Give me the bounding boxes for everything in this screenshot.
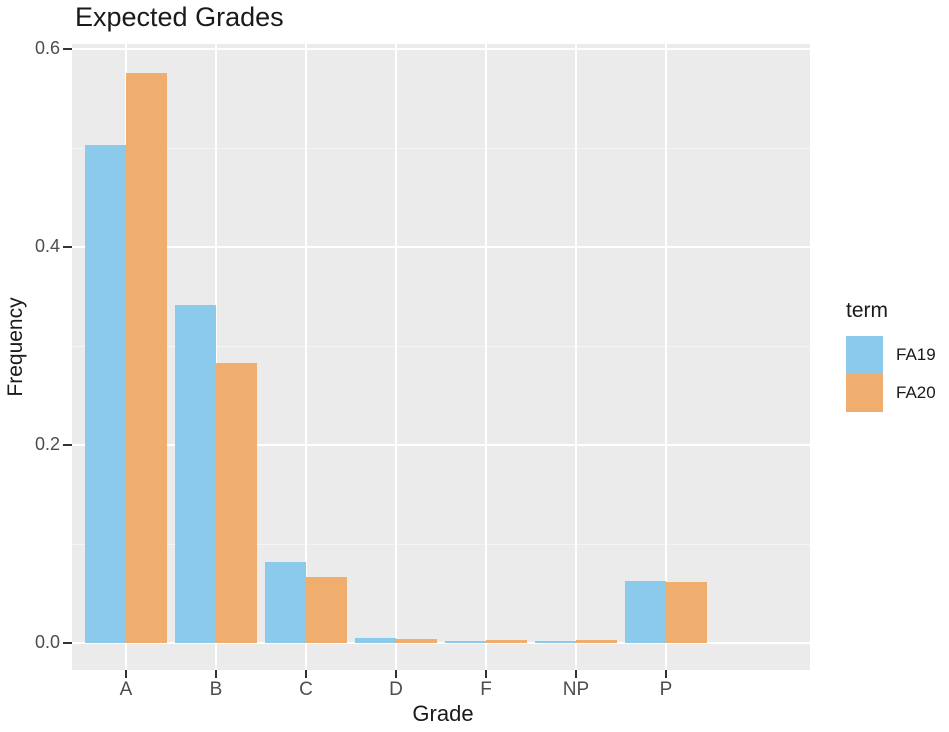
bar-FA20-C xyxy=(306,577,347,643)
gridline-major-vertical xyxy=(665,44,667,670)
x-tick-label: C xyxy=(299,679,313,700)
gridline-major-vertical xyxy=(485,44,487,670)
bar-FA20-A xyxy=(126,73,167,643)
y-tick-mark xyxy=(63,642,72,644)
x-axis-title: Grade xyxy=(412,701,474,726)
bar-FA20-D xyxy=(396,639,437,643)
bar-FA20-B xyxy=(216,363,257,643)
legend: term FA19 FA20 xyxy=(846,299,936,412)
legend-items: FA19 FA20 xyxy=(846,336,936,412)
x-tick-mark xyxy=(215,670,217,678)
plot-panel xyxy=(72,44,810,670)
x-tick-label: B xyxy=(209,679,223,700)
legend-label: FA19 xyxy=(896,345,936,364)
x-tick-mark xyxy=(125,670,127,678)
gridline-minor xyxy=(72,544,810,545)
gridline-minor xyxy=(72,346,810,347)
gridline-major xyxy=(72,48,810,50)
x-tick-label: F xyxy=(480,679,492,700)
gridline-major xyxy=(72,642,810,644)
y-tick-mark xyxy=(63,444,72,446)
x-tick-label: P xyxy=(659,679,673,700)
x-tick-label: A xyxy=(119,679,133,700)
bar-FA19-B xyxy=(175,305,216,643)
legend-item-FA19: FA19 xyxy=(846,336,936,374)
gridline-major-vertical xyxy=(215,44,217,670)
y-axis-title: Frequency xyxy=(4,297,27,397)
bar-FA20-NP xyxy=(576,640,617,643)
chart-title: Expected Grades xyxy=(75,2,284,32)
gridline-major-vertical xyxy=(395,44,397,670)
bar-FA19-C xyxy=(265,562,306,643)
gridline-major-vertical xyxy=(305,44,307,670)
legend-swatch-FA19 xyxy=(846,336,883,374)
bar-FA19-P xyxy=(625,581,666,643)
y-tick-label: 0.0 xyxy=(34,632,60,653)
legend-swatch-FA20 xyxy=(846,374,883,412)
gridline-minor xyxy=(72,148,810,149)
bar-FA20-P xyxy=(666,582,707,643)
x-tick-mark xyxy=(665,670,667,678)
bar-FA19-A xyxy=(85,145,126,643)
bar-FA19-NP xyxy=(535,641,576,643)
x-tick-mark xyxy=(305,670,307,678)
x-tick-mark xyxy=(395,670,397,678)
x-tick-label: D xyxy=(389,679,403,700)
y-tick-label: 0.6 xyxy=(34,38,60,59)
x-tick-label: NP xyxy=(562,679,590,700)
bar-FA19-F xyxy=(445,641,486,643)
legend-item-FA20: FA20 xyxy=(846,374,936,412)
bar-FA20-F xyxy=(486,640,527,643)
y-tick-mark xyxy=(63,246,72,248)
legend-title: term xyxy=(846,299,888,322)
bar-FA19-D xyxy=(355,638,396,643)
gridline-major xyxy=(72,246,810,248)
gridline-major-vertical xyxy=(575,44,577,670)
y-tick-mark xyxy=(63,48,72,50)
x-tick-mark xyxy=(575,670,577,678)
y-tick-label: 0.4 xyxy=(34,236,60,257)
x-tick-mark xyxy=(485,670,487,678)
y-tick-label: 0.2 xyxy=(34,434,60,455)
gridline-major xyxy=(72,444,810,446)
legend-label: FA20 xyxy=(896,383,936,402)
